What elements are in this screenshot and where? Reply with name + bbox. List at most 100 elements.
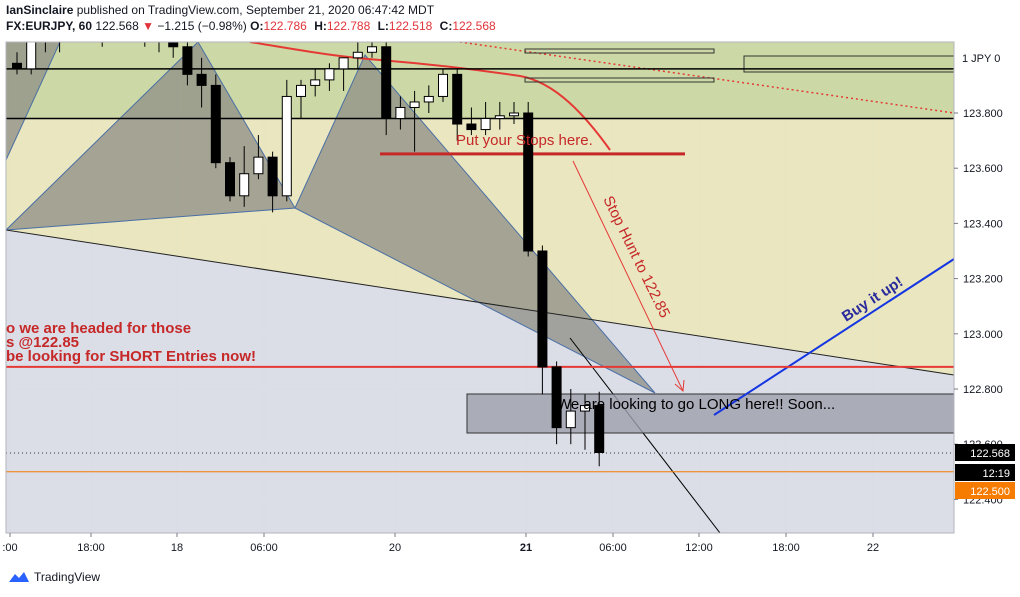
- stops-note: Put your Stops here.: [456, 132, 593, 149]
- long-zone-box: [466, 393, 954, 434]
- close-label: C:: [439, 19, 453, 33]
- headed-note: o we are headed for those: [6, 320, 191, 337]
- buy-arrow-line: [713, 258, 954, 416]
- candle-body: [565, 410, 576, 429]
- price-tag-label: 122.500: [970, 486, 1010, 498]
- low-value: 122.518: [388, 19, 433, 33]
- candle-body: [253, 156, 264, 175]
- open-value: 122.786: [263, 19, 307, 33]
- stop-hunt-arrow: [572, 160, 684, 392]
- candles: [12, 25, 605, 467]
- top-right-box: [743, 55, 954, 73]
- candle-body: [367, 46, 377, 53]
- candle-body: [281, 95, 292, 197]
- symbol-label[interactable]: FX:EURJPY, 60: [6, 19, 93, 33]
- candle-body: [452, 73, 463, 125]
- price-axis[interactable]: 123.800 123.600 123.400 123.200 123.000 122.8…: [954, 108, 1003, 506]
- short-note: be looking for SHORT Entries now!: [6, 348, 256, 365]
- candle-body: [395, 106, 406, 120]
- price-tag-bg: [955, 444, 1015, 461]
- candle-body: [98, 30, 107, 36]
- candle-body: [324, 68, 335, 81]
- high-label: H:: [314, 19, 327, 33]
- candle-body: [423, 95, 434, 103]
- candle-body: [12, 62, 22, 70]
- candle-body: [537, 250, 548, 368]
- candle-body: [155, 36, 164, 42]
- candle-body: [182, 46, 193, 75]
- candle-body: [523, 112, 534, 252]
- y-tick-label: 123.600: [963, 163, 1003, 175]
- y-tick-label: 123.200: [963, 274, 1003, 286]
- candle-body: [126, 25, 135, 31]
- candle-body: [509, 112, 519, 117]
- candle-body: [112, 25, 121, 31]
- x-tick-label: 22: [867, 542, 879, 554]
- candle-body: [580, 405, 590, 412]
- x-tick-label: :00: [2, 542, 17, 554]
- red-dotted-line: [459, 42, 954, 114]
- candle-body: [409, 101, 420, 108]
- footer-brand: TradingView: [34, 570, 101, 584]
- candle-body: [381, 46, 392, 120]
- chart-header: IanSinclaire published on TradingView.co…: [6, 2, 500, 34]
- harmonic-pattern: [6, 42, 656, 394]
- candle-body: [69, 25, 78, 31]
- publisher-name[interactable]: IanSinclaire: [6, 3, 74, 17]
- high-value: 122.788: [326, 19, 371, 33]
- price-tag-label: 12:19: [982, 468, 1010, 480]
- candle-body: [551, 366, 562, 429]
- candle-body: [210, 84, 221, 164]
- candle-body: [466, 123, 477, 131]
- x-tick-label: 20: [389, 542, 401, 554]
- pattern-top-left: [6, 42, 61, 161]
- time-axis[interactable]: :00 18:00 18 06:00 20 21 06:00 12:00 18:00 22: [2, 533, 879, 554]
- candle-body: [84, 25, 93, 36]
- candle-body: [239, 173, 250, 197]
- x-tick-label: 18:00: [772, 542, 800, 554]
- x-tick-label: 06:00: [599, 542, 627, 554]
- y-tick-label: 123.800: [963, 108, 1003, 120]
- tradingview-logo-icon[interactable]: [8, 570, 30, 584]
- change-arrow-icon: ▼: [142, 19, 155, 33]
- candle-body: [480, 118, 491, 131]
- candle-body: [438, 73, 448, 97]
- published-text: published on TradingView.com, September …: [76, 3, 435, 17]
- candle-body: [310, 79, 321, 86]
- top-small-box-2: [524, 77, 715, 83]
- price-change: −1.215 (−0.98%): [157, 19, 247, 33]
- y-tick-label: 123.000: [963, 329, 1003, 341]
- low-label: L:: [377, 19, 389, 33]
- candle-body: [352, 51, 363, 59]
- close-value: 122.568: [452, 19, 496, 33]
- stop-hunt-arrowhead: [674, 379, 685, 393]
- candle-body: [196, 73, 207, 86]
- price-tags: 122.568 12:19 122.500: [955, 444, 1015, 499]
- last-price: 122.568: [95, 19, 139, 33]
- trend-lines: [6, 42, 954, 533]
- candle-body: [338, 57, 349, 70]
- x-tick-label: 06:00: [250, 542, 278, 554]
- currency-label: 1 JPY 0: [962, 53, 1000, 65]
- descending-trendline: [6, 229, 954, 376]
- lavender-zone: [6, 230, 954, 533]
- footer: TradingView: [8, 570, 100, 584]
- candle-body: [225, 162, 235, 197]
- drop-projection-line: [569, 337, 721, 533]
- x-tick-label: 12:00: [685, 542, 713, 554]
- pattern-right-triangle: [294, 54, 656, 394]
- candle-body: [168, 42, 179, 48]
- candle-body: [267, 156, 278, 197]
- price-chart[interactable]: Put your Stops here. Stop Hunt to 122.85…: [0, 0, 1020, 560]
- top-small-box-1: [524, 48, 715, 54]
- x-tick-label: 18:00: [77, 542, 105, 554]
- y-tick-label: 123.400: [963, 218, 1003, 230]
- x-tick-label: 21: [520, 542, 532, 554]
- candle-body: [26, 42, 37, 70]
- moving-average-line: [249, 42, 611, 151]
- publish-line: IanSinclaire published on TradingView.co…: [6, 2, 500, 18]
- candle-body: [55, 30, 64, 41]
- target-note: s @122.85: [6, 334, 79, 351]
- y-tick-label: 122.800: [963, 384, 1003, 396]
- candle-body: [494, 115, 505, 120]
